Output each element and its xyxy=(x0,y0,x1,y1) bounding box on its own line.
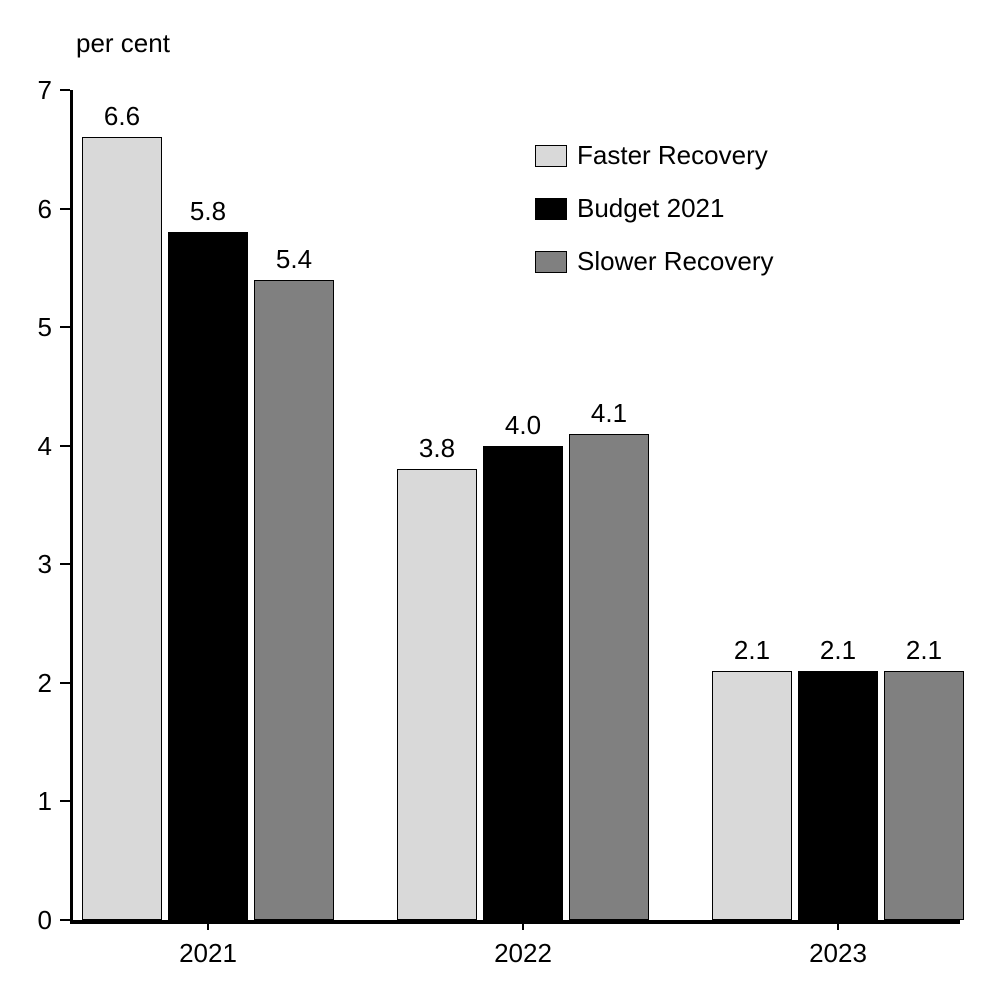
y-tick xyxy=(60,563,70,565)
bar xyxy=(82,137,162,920)
y-axis-line xyxy=(70,90,73,920)
y-tick-label: 0 xyxy=(12,905,52,936)
y-tick-label: 7 xyxy=(12,75,52,106)
bar xyxy=(168,232,248,920)
bar xyxy=(798,671,878,920)
bar xyxy=(884,671,964,920)
bar xyxy=(397,469,477,920)
y-tick xyxy=(60,89,70,91)
legend-label: Faster Recovery xyxy=(577,140,768,171)
legend-item: Budget 2021 xyxy=(535,193,774,224)
x-axis-line xyxy=(70,920,960,924)
x-tick xyxy=(522,920,524,930)
x-tick xyxy=(207,920,209,930)
legend-label: Budget 2021 xyxy=(577,193,724,224)
bar-value-label: 4.1 xyxy=(559,398,659,429)
bar-value-label: 6.6 xyxy=(72,101,172,132)
x-tick-label: 2022 xyxy=(473,938,573,969)
legend-item: Faster Recovery xyxy=(535,140,774,171)
y-tick xyxy=(60,326,70,328)
y-axis-title: per cent xyxy=(76,28,170,59)
legend-swatch xyxy=(535,145,567,167)
y-tick xyxy=(60,208,70,210)
bar xyxy=(483,446,563,920)
bar-value-label: 3.8 xyxy=(387,433,487,464)
x-tick xyxy=(837,920,839,930)
x-tick-label: 2023 xyxy=(788,938,888,969)
y-tick-label: 5 xyxy=(12,312,52,343)
bar-value-label: 2.1 xyxy=(788,635,888,666)
bar-value-label: 5.4 xyxy=(244,244,344,275)
legend-item: Slower Recovery xyxy=(535,246,774,277)
y-tick-label: 3 xyxy=(12,549,52,580)
legend-label: Slower Recovery xyxy=(577,246,774,277)
bar-value-label: 5.8 xyxy=(158,196,258,227)
y-tick xyxy=(60,919,70,921)
bar-chart: per cent 0 1 2 3 4 5 6 7 2021 6.6 5.8 5.4 2022 3.84.04… xyxy=(0,0,1004,1004)
y-tick-label: 1 xyxy=(12,786,52,817)
bar-value-label: 2.1 xyxy=(702,635,802,666)
bar-value-label: 4.0 xyxy=(473,410,573,441)
y-tick xyxy=(60,445,70,447)
x-tick-label: 2021 xyxy=(158,938,258,969)
bar xyxy=(569,434,649,920)
y-tick-label: 4 xyxy=(12,431,52,462)
y-tick-label: 2 xyxy=(12,668,52,699)
y-tick xyxy=(60,682,70,684)
bar xyxy=(254,280,334,920)
legend-swatch xyxy=(535,198,567,220)
bar xyxy=(712,671,792,920)
y-tick-label: 6 xyxy=(12,194,52,225)
bar-value-label: 2.1 xyxy=(874,635,974,666)
y-tick xyxy=(60,800,70,802)
legend-swatch xyxy=(535,251,567,273)
legend: Faster Recovery Budget 2021 Slower Recover… xyxy=(535,140,774,299)
